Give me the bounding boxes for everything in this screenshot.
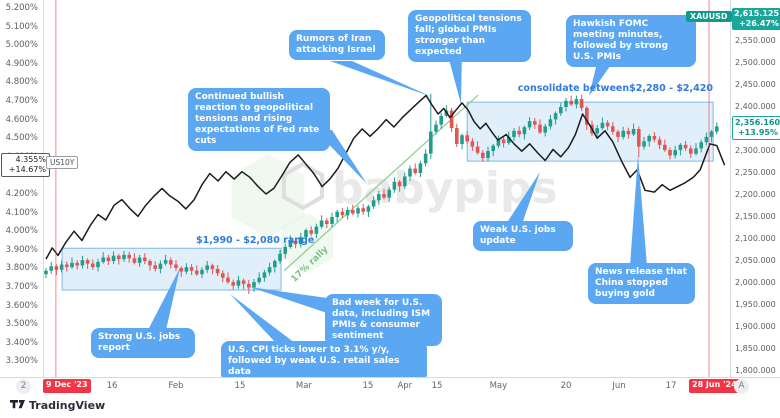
callout-hawkish[interactable]: Hawkish FOMC meeting minutes, followed b… (566, 15, 696, 67)
callout-tail-weak-jobs (506, 172, 540, 224)
left-axis-tick: 4.200% (5, 189, 38, 199)
time-axis-tick: Mar (295, 381, 312, 391)
xauusd-last-price-badge: 2,356.160 +13.95% (732, 116, 780, 140)
xauusd-symbol-label: XAUUSD (686, 11, 732, 22)
right-axis-tick: 2,500.000 (735, 58, 776, 67)
callout-tail-bad-week (250, 287, 327, 313)
right-axis-tick: 2,550.000 (735, 36, 776, 45)
auto-scale-circle[interactable]: A (734, 379, 749, 394)
price-axis-left-us10y[interactable]: 5.200% 5.100% 5.000% 4.900% 4.800% 4.700% 4.60… (0, 0, 44, 394)
high-change: +26.47% (738, 19, 779, 28)
footer: TradingView (0, 394, 780, 418)
right-axis-tick: 2,200.000 (735, 190, 776, 199)
high-price: 2,615.125 (734, 9, 780, 18)
right-axis-tick: 2,000.000 (735, 278, 776, 287)
rally-trendline[interactable] (283, 94, 479, 272)
left-axis-tick: 3.800% (5, 263, 38, 274)
last-price: 2,356.160 (735, 118, 780, 127)
range1-label: $1,990 - $2,080 range (196, 235, 315, 246)
callout-tail-rumors (330, 61, 432, 97)
left-axis-tick: 4.000% (5, 226, 38, 237)
callout-tail-china (630, 155, 647, 266)
left-axis-tick: 4.800% (5, 77, 38, 88)
callout-tail-cpi (230, 294, 295, 343)
right-axis-tick: 2,050.000 (735, 256, 776, 265)
left-axis-tick: 5.100% (5, 21, 38, 32)
callout-tail-hawkish (589, 59, 615, 96)
us10y-last-value-badge: 4.355% +14.67% (1, 153, 50, 177)
left-axis-tick: 5.200% (5, 3, 38, 13)
last-change: +13.95% (737, 128, 778, 137)
time-axis-tick: Feb (168, 381, 184, 391)
callout-tail-strong-jobs (148, 268, 180, 330)
left-axis-tick: 4.900% (5, 58, 38, 69)
hexagon-watermark (281, 213, 333, 273)
callout-bad-week[interactable]: Bad week for U.S. data, including ISM PM… (325, 294, 442, 346)
time-axis-tick: 16 (106, 381, 118, 391)
callout-continued[interactable]: Continued bullish reaction to geopolitic… (188, 88, 330, 151)
left-axis-tick: 4.500% (5, 133, 38, 144)
left-axis-tick: 3.600% (5, 300, 38, 311)
callout-tail-geo-fall (446, 48, 462, 104)
time-axis-tick: 15 (362, 381, 374, 391)
time-axis-tick: 15 (431, 381, 443, 391)
us10y-line[interactable] (45, 94, 726, 260)
tradingview-logo[interactable]: TradingView (10, 399, 105, 412)
us10y-value: 4.355% (15, 155, 46, 164)
us10y-symbol-label: US10Y (46, 156, 79, 169)
right-axis-tick: 2,100.000 (735, 234, 776, 243)
right-axis-tick: 1,850.000 (735, 344, 776, 353)
xauusd-high-price-badge: 2,615.125 +26.47% (732, 8, 780, 30)
callout-cpi[interactable]: U.S. CPI ticks lower to 3.1% y/y, follow… (221, 341, 427, 382)
left-axis-tick: 3.900% (5, 244, 38, 255)
callout-rumors[interactable]: Rumors of Iran attacking Israel (289, 30, 385, 60)
range2-label: consolidate between$2,280 - $2,420 (517, 83, 713, 94)
right-axis-tick: 2,450.000 (735, 80, 776, 89)
time-axis-left-circle[interactable]: 2 (16, 379, 31, 394)
start-date-marker: 9 Dec '23 (43, 379, 91, 393)
time-axis-tick: 20 (560, 381, 572, 391)
left-axis-tick: 3.500% (5, 319, 38, 330)
right-axis-tick: 2,400.000 (735, 102, 776, 111)
left-axis-tick: 3.400% (5, 337, 38, 348)
callout-geo-fall[interactable]: Geopolitical tensions fall; global PMIs … (408, 10, 531, 62)
right-axis-tick: 2,150.000 (735, 212, 776, 221)
tradingview-logo-icon (10, 400, 25, 409)
left-axis-tick: 3.300% (5, 356, 38, 367)
tradingview-logo-text: TradingView (29, 399, 106, 412)
left-axis-tick: 3.700% (5, 282, 38, 292)
us10y-change: +14.67% (8, 165, 46, 174)
chart-canvas[interactable]: babypips (0, 0, 780, 377)
end-date-marker: 28 Jun '24 (689, 379, 740, 393)
range-box-1[interactable] (61, 247, 282, 291)
time-axis-tick: 17 (665, 381, 677, 391)
right-axis-tick: 1,950.000 (735, 300, 776, 309)
left-axis-tick: 4.600% (5, 114, 38, 125)
right-axis-tick: 1,800.000 (735, 366, 776, 375)
right-axis-tick: 2,300.000 (735, 146, 776, 155)
time-axis-tick: 15 (234, 381, 246, 391)
callout-china[interactable]: News release that China stopped buying g… (588, 263, 695, 304)
left-axis-tick: 5.000% (5, 40, 38, 51)
price-axis-right-xauusd[interactable]: 2,550.000 2,500.000 2,450.000 2,400.000 2,30… (730, 0, 780, 394)
left-axis-tick: 4.700% (5, 96, 38, 106)
candlestick-series (44, 93, 719, 294)
left-axis-tick: 4.100% (5, 207, 38, 218)
callout-weak-jobs[interactable]: Weak U.S. jobs update (473, 221, 573, 251)
time-axis-tick: Apr (397, 381, 413, 391)
time-axis-tick: Jun (612, 381, 626, 391)
right-axis-tick: 2,250.000 (735, 168, 776, 177)
right-axis-tick: 1,900.000 (735, 322, 776, 331)
range-box-2[interactable] (466, 101, 714, 162)
callout-strong-jobs[interactable]: Strong U.S. jobs report (91, 328, 195, 358)
babypips-logo-hexagon (281, 161, 325, 211)
time-axis-tick: May (489, 381, 508, 391)
